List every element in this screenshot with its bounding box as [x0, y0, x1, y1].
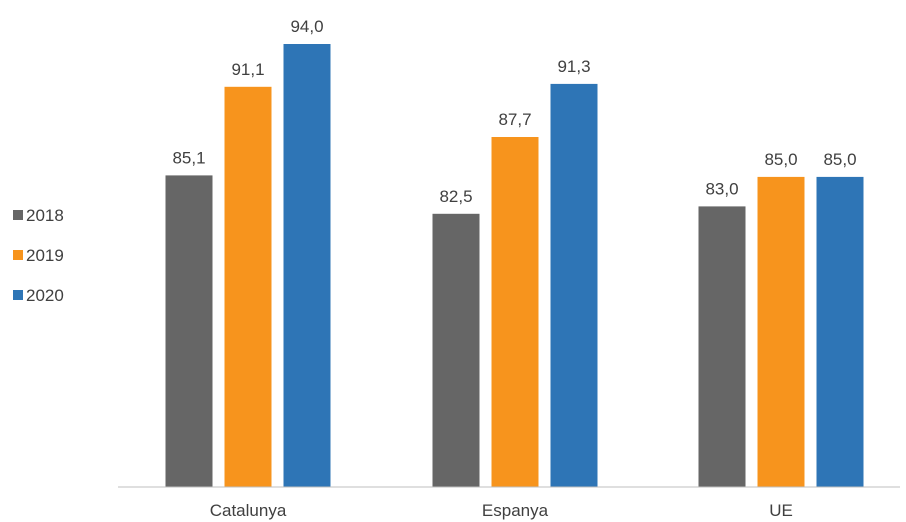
bar-2020-espanya	[550, 83, 598, 488]
bar-2019-catalunya	[224, 86, 272, 488]
bar-2020-catalunya	[283, 44, 331, 487]
legend-label-2020: 2020	[26, 286, 64, 305]
bar-2018-catalunya	[165, 175, 213, 487]
bar-2020-ue	[816, 176, 864, 487]
bar-2018-espanya	[432, 213, 480, 488]
legend-swatch-2020	[13, 290, 23, 300]
bar-2019-espanya	[491, 137, 539, 487]
data-label-2018-ue: 83,0	[705, 179, 738, 198]
x-tick-label-ue: UE	[769, 501, 793, 520]
data-label-2018-espanya: 82,5	[439, 187, 472, 206]
data-label-2020-catalunya: 94,0	[290, 17, 323, 36]
data-label-2019-ue: 85,0	[764, 150, 797, 169]
bars-layer	[165, 44, 864, 488]
labels-layer: 85,1 91,1 94,0 82,5 87,7 91,3 83,0 85,0 85,0	[172, 17, 856, 206]
legend-label-2018: 2018	[26, 206, 64, 225]
x-tick-label-catalunya: Catalunya	[210, 501, 287, 520]
data-label-2020-espanya: 91,3	[557, 57, 590, 76]
data-label-2019-espanya: 87,7	[498, 110, 531, 129]
bar-2019-ue	[757, 176, 805, 487]
legend-swatch-2019	[13, 250, 23, 260]
data-label-2019-catalunya: 91,1	[231, 60, 264, 79]
x-tick-label-espanya: Espanya	[482, 501, 549, 520]
data-label-2020-ue: 85,0	[823, 150, 856, 169]
legend-swatch-2018	[13, 210, 23, 220]
legend-label-2019: 2019	[26, 246, 64, 265]
data-label-2018-catalunya: 85,1	[172, 148, 205, 167]
legend: 2018 2019 2020	[13, 206, 64, 305]
bar-2018-ue	[698, 206, 746, 487]
x-tick-labels: Catalunya Espanya UE	[210, 501, 793, 520]
